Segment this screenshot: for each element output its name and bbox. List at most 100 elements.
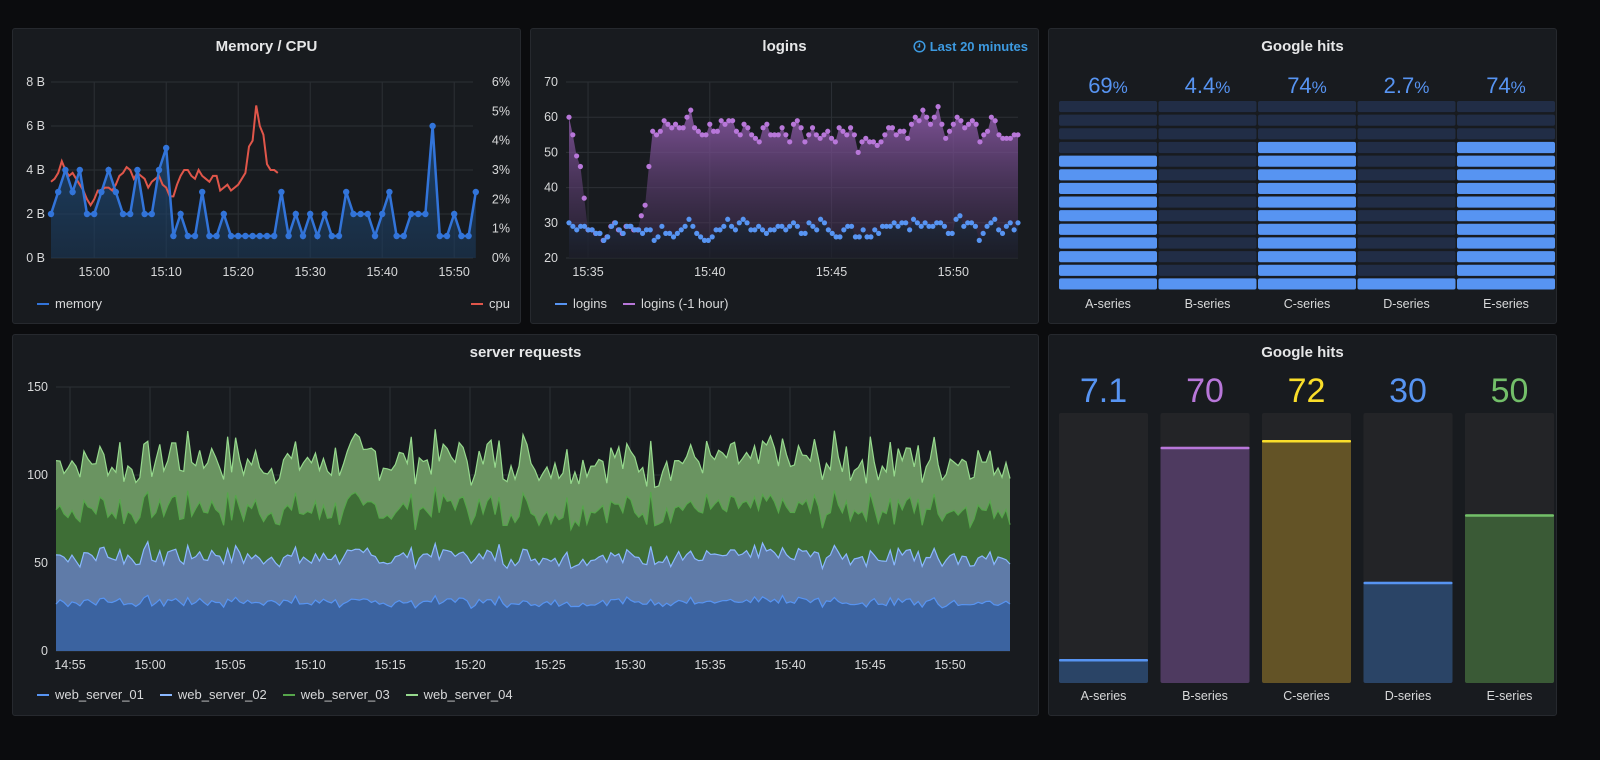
panel-title[interactable]: server requests xyxy=(469,344,582,361)
logins-area xyxy=(569,215,1018,258)
bar-category-label: C-series xyxy=(1283,689,1330,703)
memory-point xyxy=(213,232,220,240)
memory-point xyxy=(91,210,98,218)
logins-point xyxy=(833,234,839,240)
gauge-segment-unlit xyxy=(1158,169,1257,181)
gauge-segment-unlit xyxy=(1059,101,1157,113)
logins-1h-point xyxy=(809,125,816,131)
logins-1h-point xyxy=(802,139,808,145)
gauge-segment-unlit xyxy=(1158,237,1257,249)
logins-1h-point xyxy=(718,118,724,124)
logins-point xyxy=(891,220,897,226)
logins-point xyxy=(930,223,936,229)
logins-1h-point xyxy=(867,139,873,145)
gauge-segment-lit xyxy=(1059,278,1157,290)
logins-point xyxy=(763,230,770,236)
logins-1h-point xyxy=(912,114,918,120)
line-web_server_04 xyxy=(55,429,1011,489)
gauge-segment-lit xyxy=(1258,223,1356,235)
logins-chart: 20 30 40 50 60 70 15:35 15:40 15:45 15:50 xyxy=(544,75,1021,279)
gauge-segment-lit xyxy=(1059,251,1157,263)
logins-point xyxy=(616,227,622,233)
logins-point xyxy=(957,213,963,219)
memory-point xyxy=(206,232,213,240)
legend-item-logins[interactable]: logins xyxy=(555,296,607,311)
logins-1h-point xyxy=(844,132,850,138)
gauge-category-label: C-series xyxy=(1284,297,1331,311)
gauge-segment-unlit xyxy=(1357,210,1456,222)
gauge-segment-unlit xyxy=(1258,101,1356,113)
logins-1h-point xyxy=(946,128,953,134)
legend-label: web_server_03 xyxy=(300,687,390,702)
memory-point xyxy=(429,122,436,130)
logins-1h-point xyxy=(707,121,713,127)
logins-1h-point xyxy=(574,153,580,159)
logins-1h-point xyxy=(680,125,686,131)
gauge-category-label: D-series xyxy=(1383,297,1430,311)
bar-top-edge xyxy=(1059,659,1148,662)
gauge-segment-lit xyxy=(1059,264,1157,276)
y-right-tick-label: 3% xyxy=(492,163,510,177)
logins-point xyxy=(663,230,669,236)
logins-point xyxy=(879,223,886,229)
logins-point xyxy=(728,223,735,229)
logins-1h-point xyxy=(733,128,740,134)
logins-1h-point xyxy=(943,135,949,141)
logins-point xyxy=(713,227,719,233)
logins-point xyxy=(752,227,758,233)
gauge-segment-lit xyxy=(1258,237,1356,249)
line-web_server_03 xyxy=(55,486,1011,532)
logins-point xyxy=(608,223,615,229)
legend-swatch xyxy=(405,693,418,696)
gauge-value: 74% xyxy=(1486,73,1526,98)
legend-item-memory[interactable]: memory xyxy=(37,296,102,311)
gauge-segment-unlit xyxy=(1158,182,1257,194)
legend-item-cpu[interactable]: cpu xyxy=(471,296,510,311)
panel-title[interactable]: Google hits xyxy=(1261,344,1344,361)
legend-swatch xyxy=(159,693,172,696)
y-tick-label: 60 xyxy=(544,110,558,124)
logins-point xyxy=(670,234,677,240)
bar-top-edge xyxy=(1363,581,1453,585)
gauge-segment-lit xyxy=(1059,223,1157,235)
logins-1h-point xyxy=(570,132,576,138)
gauge-segment-unlit xyxy=(1357,169,1456,181)
memory-point xyxy=(335,232,343,240)
cpu-line xyxy=(50,105,279,208)
logins-1h-point xyxy=(950,121,956,127)
logins-point xyxy=(705,237,711,243)
logins-point xyxy=(756,223,762,229)
legend-item-web-server-02[interactable]: web_server_02 xyxy=(159,687,267,702)
legend-item-logins-1h[interactable]: logins (-1 hour) xyxy=(622,296,728,311)
y-tick-label: 70 xyxy=(544,75,558,89)
gauge-segment-unlit xyxy=(1158,141,1257,154)
logins-point xyxy=(961,223,967,229)
panel-title[interactable]: Google hits xyxy=(1261,38,1344,55)
logins-1h-point xyxy=(977,139,983,145)
bar-value: 70 xyxy=(1186,372,1224,410)
x-tick-label: 15:00 xyxy=(134,658,165,672)
legend-item-web-server-03[interactable]: web_server_03 xyxy=(282,687,390,702)
bar-category-label: B-series xyxy=(1182,689,1228,703)
legend-item-web-server-01[interactable]: web_server_01 xyxy=(37,687,144,702)
gauge-segment-lit xyxy=(1457,278,1555,290)
logins-point xyxy=(767,227,773,233)
legend-item-web-server-04[interactable]: web_server_04 xyxy=(405,687,513,702)
logins-1h-point xyxy=(745,125,751,131)
memory-point xyxy=(386,188,393,196)
logins-1h-point xyxy=(954,114,960,120)
logins-1h-point xyxy=(886,125,892,131)
logins-point xyxy=(883,223,889,229)
x-tick-label: 15:40 xyxy=(367,265,398,279)
gauge-value: 69% xyxy=(1088,73,1128,98)
gauge-segment-lit xyxy=(1457,251,1555,263)
y-right-tick-label: 4% xyxy=(492,134,510,148)
y-tick-label: 8 B xyxy=(26,75,45,89)
gauge-segment-lit xyxy=(1357,278,1456,290)
memory-point xyxy=(278,188,285,196)
gauge-segment-unlit xyxy=(1059,141,1157,154)
panel-title[interactable]: logins xyxy=(762,38,807,55)
panel-title[interactable]: Memory / CPU xyxy=(215,38,318,55)
memory-point xyxy=(307,210,314,218)
logins-point xyxy=(965,220,971,226)
